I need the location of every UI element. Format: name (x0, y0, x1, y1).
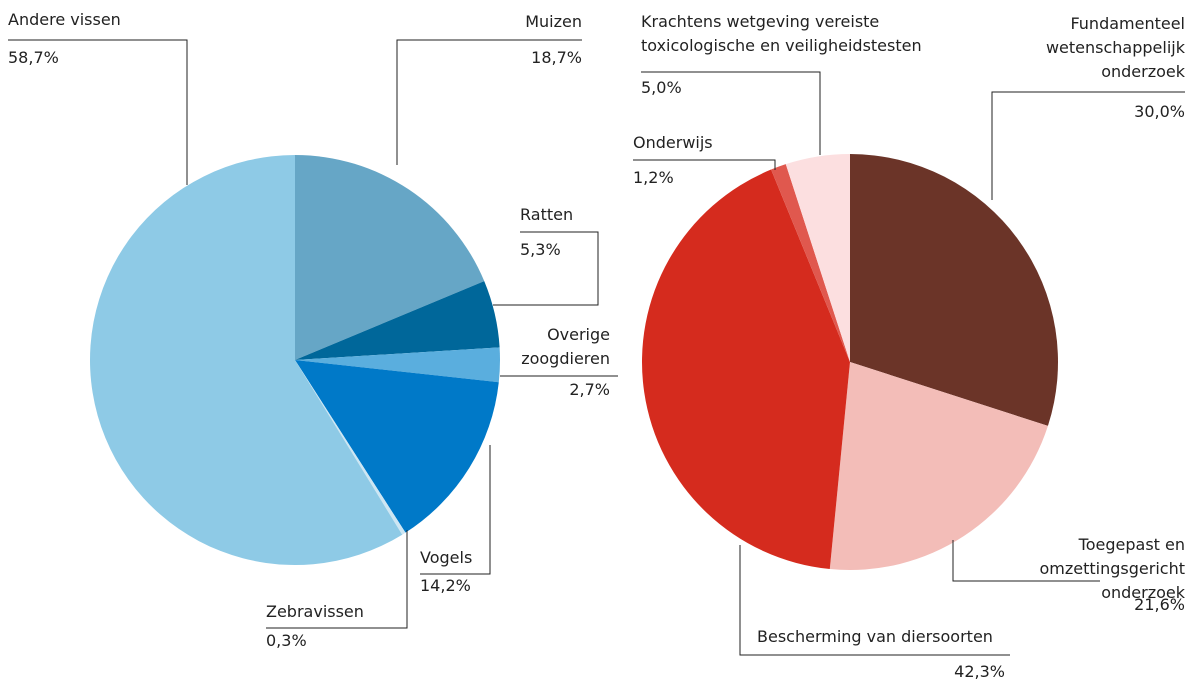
pie-slice (295, 360, 406, 535)
leader-line (641, 71, 821, 155)
slice-label: Andere vissen (8, 10, 121, 29)
value-label: 18,7% (531, 48, 582, 67)
leader-line (952, 540, 1100, 582)
value-label: 0,3% (266, 631, 307, 650)
leader-line (8, 39, 188, 185)
slice-label: Fundamenteel wetenschappelijk onderzoek (1045, 14, 1185, 81)
value-label: 1,2% (633, 168, 674, 187)
leader-line (633, 159, 776, 170)
slice-label: Ratten (520, 205, 574, 224)
value-label: 42,3% (954, 662, 1005, 681)
leader-line (396, 39, 582, 165)
value-label: 58,7% (8, 48, 59, 67)
leader-line (991, 91, 1185, 200)
leader-line (493, 231, 599, 306)
value-label: 21,6% (1134, 595, 1185, 614)
pie-slice (295, 155, 485, 360)
leader-line (739, 545, 1010, 656)
slice-label: Vogels (420, 548, 473, 567)
value-label: 2,7% (569, 380, 610, 399)
value-label: 5,3% (520, 240, 561, 259)
pie-slice (641, 169, 850, 570)
value-label: 14,2% (420, 576, 471, 595)
pie-slice (785, 154, 850, 362)
value-label: 30,0% (1134, 102, 1185, 121)
slice-label: Krachtens wetgeving vereiste toxicologis… (641, 12, 922, 55)
slice-label: Zebravissen (266, 602, 364, 621)
slice-label: Overige zoogdieren (521, 325, 610, 368)
slice-label: Toegepast en omzettingsgericht onderzoek (1039, 535, 1185, 602)
pie-slice (829, 362, 1048, 571)
leader-line (266, 530, 408, 629)
slice-label: Muizen (525, 12, 582, 31)
slice-label: Onderwijs (633, 133, 713, 152)
value-label: 5,0% (641, 78, 682, 97)
pie-slice (89, 155, 403, 565)
pie-slice (850, 154, 1058, 426)
pie-slice (295, 281, 500, 360)
pie-slice (295, 347, 500, 383)
leader-line (420, 445, 491, 575)
slice-label: Bescherming van diersoorten (757, 627, 993, 646)
pie-slice (771, 164, 850, 362)
pie-slice (295, 360, 499, 533)
